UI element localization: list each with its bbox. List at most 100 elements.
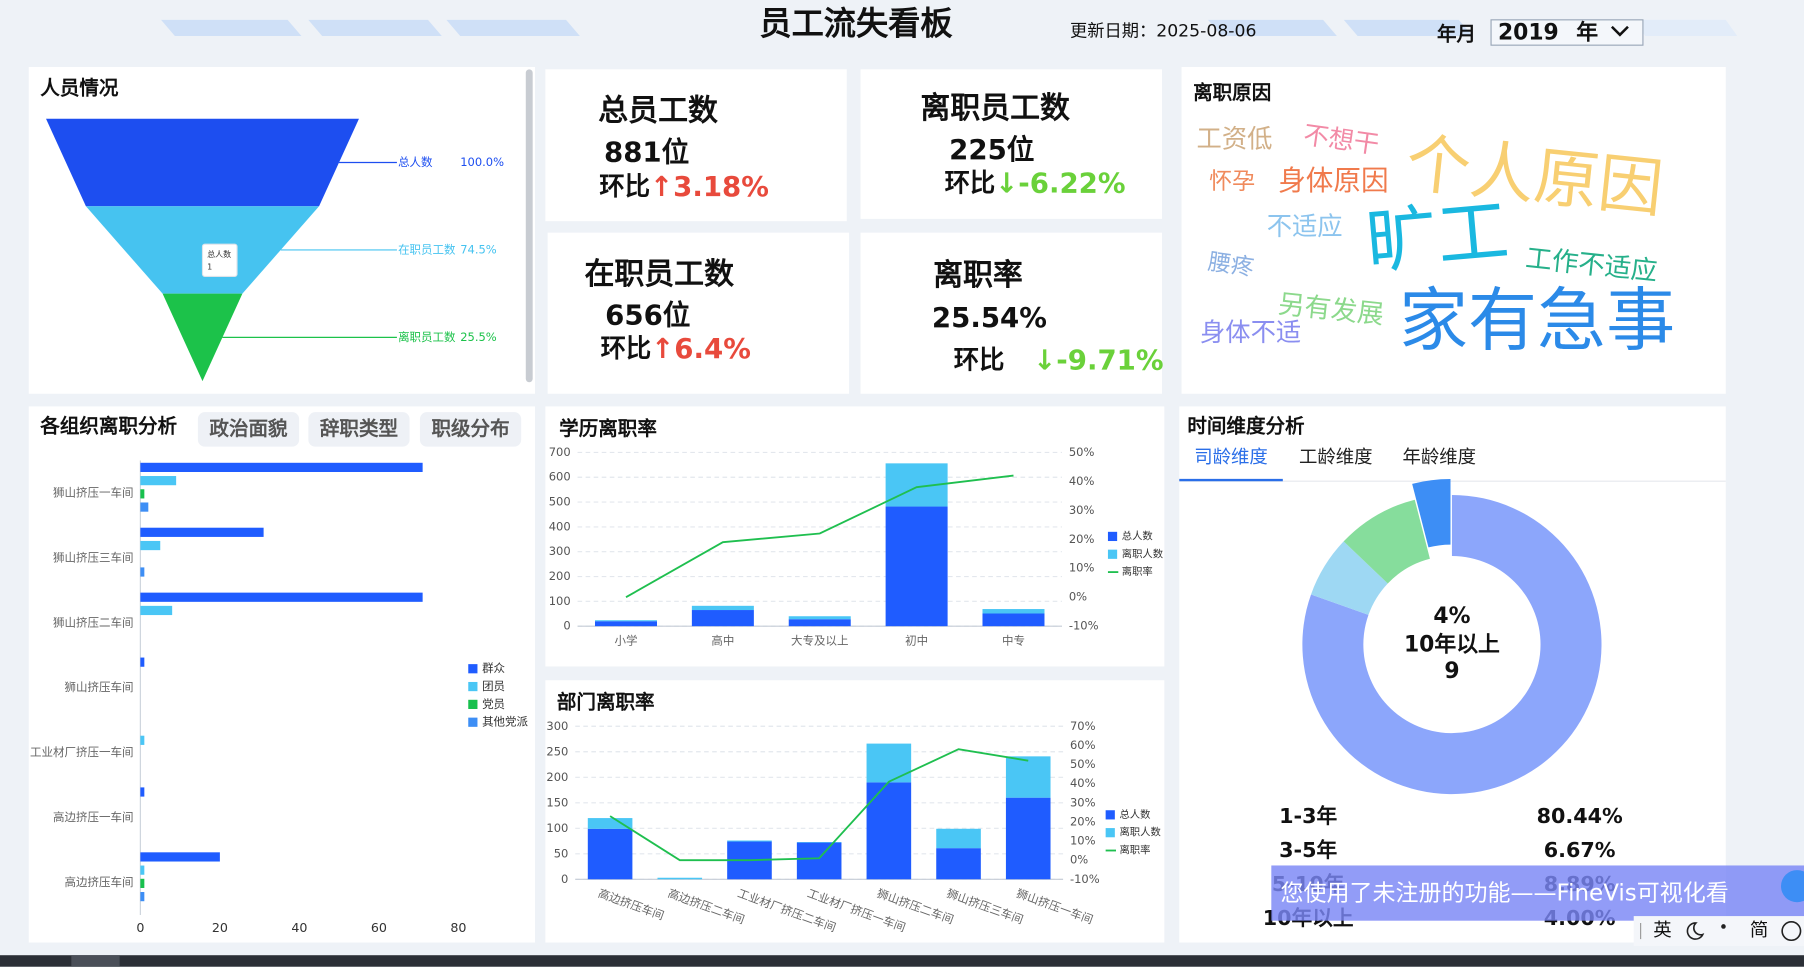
tab-label[interactable]: 年龄维度 — [1402, 447, 1476, 468]
donut-segment — [1311, 541, 1388, 615]
taskbar-item[interactable] — [71, 955, 120, 967]
bar — [982, 613, 1045, 627]
y2-tick-label: 50% — [1070, 757, 1096, 771]
panel-title: 部门离职率 — [557, 691, 655, 714]
tab[interactable] — [308, 412, 410, 447]
y-tick-label: 600 — [549, 470, 571, 484]
year-label: 年月 — [1437, 22, 1476, 45]
ime-bar — [1633, 916, 1804, 947]
bar — [140, 735, 145, 745]
legend-label: 群众 — [482, 661, 505, 675]
y2-tick-label: 50% — [1069, 445, 1095, 459]
y-tick-label: 300 — [546, 719, 568, 733]
word: 身体原因 — [1278, 164, 1388, 197]
tab-label[interactable]: 工龄维度 — [1299, 447, 1373, 468]
word: 工资低 — [1197, 125, 1273, 154]
bar — [587, 828, 633, 880]
y-tick-label: 狮山挤压车间 — [64, 680, 133, 694]
bar — [140, 592, 423, 602]
legend-label: 离职率 — [1122, 565, 1153, 578]
tooltip — [201, 243, 238, 277]
y-tick-label: 100 — [549, 594, 571, 608]
tab[interactable] — [419, 412, 522, 447]
ime-punct-icon[interactable] — [1721, 924, 1726, 929]
ime-emoji-icon[interactable] — [1781, 921, 1802, 942]
kpi-change-label: 环比 — [945, 168, 996, 197]
bar — [796, 842, 842, 880]
kpi-title: 离职率 — [933, 258, 1023, 293]
legend-label: 3-5年 — [1279, 838, 1337, 862]
kpi-unit: 位 — [663, 299, 691, 332]
legend-swatch — [468, 681, 478, 692]
y-tick-label: 0 — [563, 619, 570, 633]
funnel-value: 74.5% — [460, 242, 497, 256]
taskbar — [0, 955, 1804, 967]
kpi-value: 225位 — [949, 133, 1034, 166]
kpi-change: ↓-9.71% — [1033, 344, 1163, 377]
bar — [140, 540, 161, 551]
bar — [140, 852, 220, 862]
kpi-title: 总员工数 — [598, 93, 718, 128]
word: 腰疼 — [1206, 249, 1255, 281]
kpi-number: 225 — [949, 133, 1007, 166]
y2-tick-label: 60% — [1070, 738, 1096, 752]
y-tick-label: 工业材厂挤压一车间 — [30, 745, 134, 759]
bar — [796, 842, 842, 843]
ime-charset[interactable]: 简 — [1750, 920, 1768, 941]
x-tick-label: 大专及以上 — [791, 634, 849, 648]
watermark-icon[interactable] — [1780, 870, 1804, 903]
ime-moon-icon[interactable] — [1686, 922, 1705, 940]
kpi-change-row: 环比↓-6.22% — [945, 166, 1126, 199]
tab-label[interactable]: 司龄维度 — [1194, 447, 1268, 468]
y-tick-label: 狮山挤压一车间 — [53, 485, 134, 499]
y-tick-label: 50 — [554, 846, 569, 860]
kpi-number: 881 — [604, 135, 662, 168]
legend-swatch — [468, 717, 478, 727]
scrollbar[interactable] — [525, 69, 533, 383]
y2-tick-label: 10% — [1070, 834, 1096, 848]
bar — [788, 619, 851, 627]
tooltip-value: 1 — [207, 263, 212, 272]
tab[interactable] — [197, 412, 300, 447]
y2-tick-label: 0% — [1069, 590, 1087, 604]
y-tick-label: 狮山挤压二车间 — [53, 615, 134, 629]
bar — [594, 620, 657, 622]
panel-title: 时间维度分析 — [1187, 415, 1305, 438]
panel — [1181, 67, 1726, 394]
panel — [860, 232, 1163, 394]
legend-label: 1-3年 — [1279, 804, 1337, 828]
y2-tick-label: -10% — [1069, 619, 1099, 633]
x-tick-label: 40 — [291, 920, 307, 935]
x-tick-label: 高中 — [711, 634, 734, 648]
tab-label: 辞职类型 — [320, 417, 398, 440]
bar — [140, 892, 145, 902]
legend-value: 80.44% — [1537, 804, 1623, 828]
bar — [140, 657, 145, 667]
funnel-label: 在职员工数 — [398, 242, 456, 256]
bar — [885, 506, 948, 627]
bar — [982, 609, 1045, 614]
legend-label: 总人数 — [1122, 529, 1154, 542]
ime-mode[interactable]: 英 — [1653, 920, 1671, 941]
legend-swatch — [468, 699, 478, 709]
y-tick-label: 狮山挤压三车间 — [53, 550, 134, 564]
legend-swatch — [1105, 810, 1115, 820]
y-tick-label: 高边挤压车间 — [64, 875, 133, 889]
kpi-unit: 位 — [1007, 133, 1035, 166]
year-unit: 年 — [1576, 20, 1598, 46]
word: 旷工 — [1363, 189, 1512, 284]
bar — [936, 828, 981, 849]
tab-label: 政治面貌 — [209, 417, 288, 440]
x-tick-label: 小学 — [614, 634, 637, 648]
legend-label: 离职人数 — [1122, 547, 1164, 560]
x-tick-label: 80 — [450, 920, 466, 935]
word: 不适应 — [1267, 212, 1343, 241]
funnel-label: 总人数 — [398, 155, 433, 169]
donut-segment — [1412, 478, 1451, 548]
kpi-title: 在职员工数 — [584, 257, 734, 292]
y-tick-label: 700 — [549, 445, 571, 459]
legend-value: 6.67% — [1544, 838, 1616, 862]
content: 总员工数881位环比↑3.18%离职员工数225位环比↓-6.22%在职员工数6… — [30, 76, 1726, 935]
